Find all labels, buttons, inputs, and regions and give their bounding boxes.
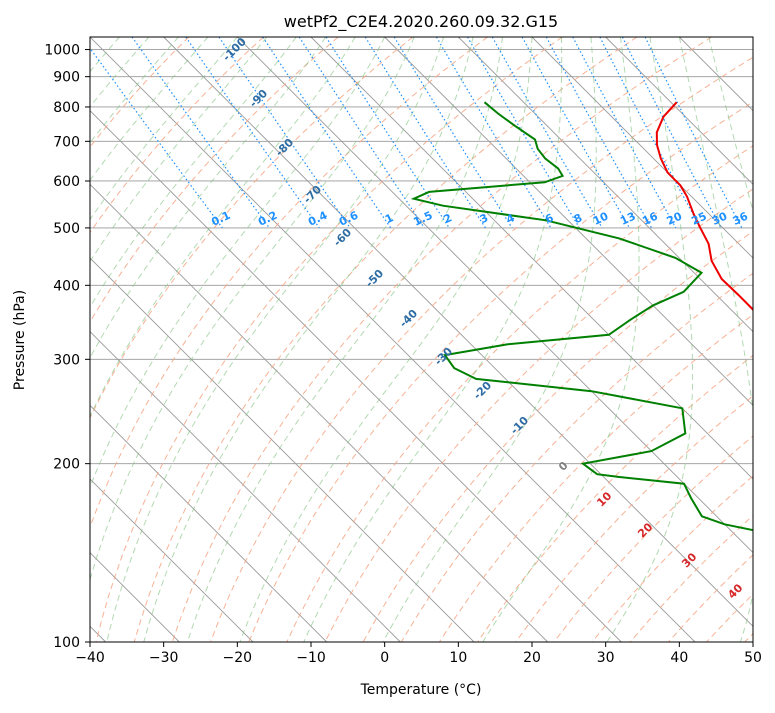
- dry-adiabat-label: -10: [508, 414, 531, 437]
- isotherm-line: [237, 37, 775, 642]
- y-axis: 100 200 300 400 500 600 700 800 900 1000: [44, 43, 90, 651]
- y-tick-label: 900: [53, 70, 80, 86]
- mixing-ratio-label: 6: [543, 211, 556, 226]
- chart-title: wetPf2_C2E4.2020.260.09.32.G15: [284, 12, 558, 32]
- x-tick-label: −30: [149, 650, 179, 666]
- y-tick-label: 200: [53, 457, 80, 473]
- moist-adiabat-line: [0, 37, 208, 642]
- mixing-ratio-label: 3: [478, 211, 490, 226]
- isotherm-line: [0, 37, 253, 642]
- x-axis-label: Temperature (°C): [360, 682, 482, 698]
- moist-adiabat-line: [304, 37, 562, 642]
- isotherm-line: [458, 37, 775, 642]
- moist-adiabat-line: [607, 37, 693, 642]
- x-axis: −40 −30 −20 −10 0 10 20 30 40 50: [75, 642, 762, 666]
- y-tick-label: 1000: [44, 43, 80, 59]
- dewpoint-profile: [414, 102, 775, 642]
- y-tick-label: 500: [53, 221, 80, 237]
- dry-adiabat-line: [0, 37, 189, 642]
- dry-adiabat-line: [0, 37, 264, 642]
- isotherm-line: [311, 37, 775, 642]
- mixing-ratio-label: 1: [383, 211, 395, 226]
- moist-adiabat-label: 40: [725, 581, 745, 601]
- dry-adiabat-line: [745, 37, 775, 642]
- x-tick-label: 50: [744, 650, 762, 666]
- moist-adiabat-line: [22, 37, 355, 642]
- y-tick-label: 700: [53, 134, 80, 150]
- isotherm-line: [385, 37, 775, 642]
- mixing-ratio-line: [573, 37, 676, 228]
- moist-adiabat-label: 10: [594, 489, 614, 509]
- dry-adiabat-line: [58, 37, 488, 642]
- mixing-ratio-label: 13: [618, 210, 637, 228]
- dry-adiabat-line: [20, 37, 413, 642]
- mixing-ratio-label: 20: [665, 209, 685, 227]
- mixing-ratio-line: [522, 37, 629, 228]
- x-tick-label: −20: [223, 650, 253, 666]
- dry-adiabat-line: [554, 37, 775, 642]
- y-tick-label: 400: [53, 278, 80, 294]
- mixing-ratio-label: 0.6: [337, 209, 360, 229]
- mixing-ratio-label: 0.1: [209, 209, 232, 229]
- isotherm-line: [0, 37, 548, 642]
- moist-adiabat-label: 30: [679, 550, 699, 570]
- dry-adiabat-line: [592, 37, 775, 642]
- isotherm-line: [164, 37, 769, 642]
- dry-adiabat-line: [707, 37, 775, 642]
- plot-frame: [90, 37, 753, 642]
- mixing-ratio-line: [219, 37, 350, 228]
- moist-adiabat-line: [240, 37, 532, 642]
- moist-adiabat-line: [709, 37, 775, 642]
- dry-adiabat-label: -50: [363, 267, 386, 290]
- mixing-ratio-line: [326, 37, 449, 228]
- moist-adiabat-line: [0, 37, 237, 642]
- isotherm-line: [90, 37, 695, 642]
- mixing-ratio-line: [82, 37, 223, 228]
- isotherm-line: [679, 37, 775, 642]
- mixing-ratio-line: [365, 37, 485, 228]
- x-tick-label: 20: [523, 650, 541, 666]
- mixing-ratio-label: 4: [504, 211, 517, 226]
- y-tick-label: 800: [53, 100, 80, 116]
- y-tick-label: 300: [53, 352, 80, 368]
- moist-adiabat-label: 20: [635, 520, 655, 540]
- x-tick-label: 40: [670, 650, 688, 666]
- x-tick-label: 30: [597, 650, 615, 666]
- x-tick-label: −10: [296, 650, 326, 666]
- dry-adiabat-label: -40: [397, 307, 420, 330]
- isotherm-line: [0, 37, 474, 642]
- moist-adiabat-line: [188, 37, 503, 642]
- temperature-profile: [657, 102, 775, 642]
- mixing-ratio-label: 0.4: [306, 209, 329, 229]
- dry-adiabat-label: -80: [273, 136, 296, 159]
- dry-adiabat-line: [668, 37, 775, 642]
- mixing-ratio-label: 2: [442, 211, 454, 226]
- x-tick-label: −40: [75, 650, 105, 666]
- dry-adiabat-label: -20: [471, 379, 494, 402]
- mixing-ratio-line: [600, 37, 701, 228]
- mixing-ratio-label: 8: [572, 211, 584, 226]
- y-tick-label: 100: [53, 635, 80, 651]
- dry-adiabat-line: [0, 37, 338, 642]
- x-tick-label: 0: [380, 650, 389, 666]
- y-axis-label: Pressure (hPa): [12, 290, 28, 390]
- mixing-ratio-line: [546, 37, 651, 228]
- mixing-ratio-label: 1.5: [411, 209, 434, 229]
- x-tick-label: 10: [449, 650, 467, 666]
- moist-adiabat-line: [144, 37, 473, 642]
- isotherm-line: [0, 37, 327, 642]
- mixing-ratio-line: [299, 37, 424, 228]
- isotherm-line: [753, 37, 775, 642]
- isotherm-line: [0, 37, 400, 642]
- moist-adiabat-label: 0: [556, 459, 571, 474]
- isotherm-line: [16, 37, 621, 642]
- mixing-ratio-line: [263, 37, 391, 228]
- y-tick-label: 600: [53, 174, 80, 190]
